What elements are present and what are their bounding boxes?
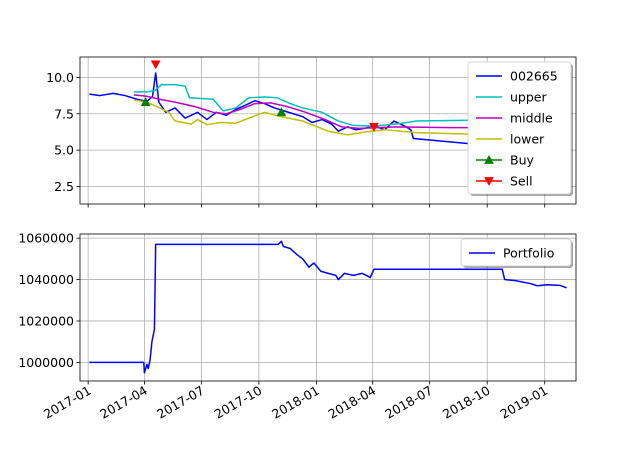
plot-area [89,60,548,146]
y-tick-label: 7.5 [54,106,74,121]
legend-box [467,61,572,195]
series-line-portfolio [89,240,567,374]
buy-marker [140,97,151,106]
axes-frame [79,233,577,382]
price-bollinger-panel: 2.5 5.0 7.5 10.0 002665 upper middle lower Buy Se… [46,56,577,208]
series-line-middle [133,94,548,130]
buy-marker [276,107,287,117]
legend-label-middle: middle [510,111,553,126]
legend-marker-buy [484,154,494,164]
plot-area [89,240,567,374]
sell-marker [369,123,379,132]
y-tick-label: 1040000 [18,272,74,287]
legend-marker-sell [484,177,494,187]
legend-label-002665: 002665 [510,69,558,84]
series-line-upper [133,83,548,127]
series-line-lower [133,99,547,138]
y-tick-label: 1020000 [18,313,74,328]
legend-label-buy: Buy [510,153,534,168]
axes-frame [79,56,577,205]
legend-label-portfolio: Portfolio [503,246,554,261]
legend: 002665 upper middle lower Buy Sell [467,61,573,196]
legend-box [460,238,572,267]
y-tick-label: 5.0 [54,143,74,158]
legend: Portfolio [460,238,573,268]
legend-label-lower: lower [510,132,545,147]
legend-label-upper: upper [510,90,547,105]
legend-label-sell: Sell [510,174,533,189]
sell-marker [150,60,161,70]
y-tick-label: 1060000 [18,231,74,246]
y-tick-label: 2.5 [54,179,74,194]
y-tick-label: 10.0 [46,70,74,85]
y-tick-label: 1000000 [18,355,74,370]
